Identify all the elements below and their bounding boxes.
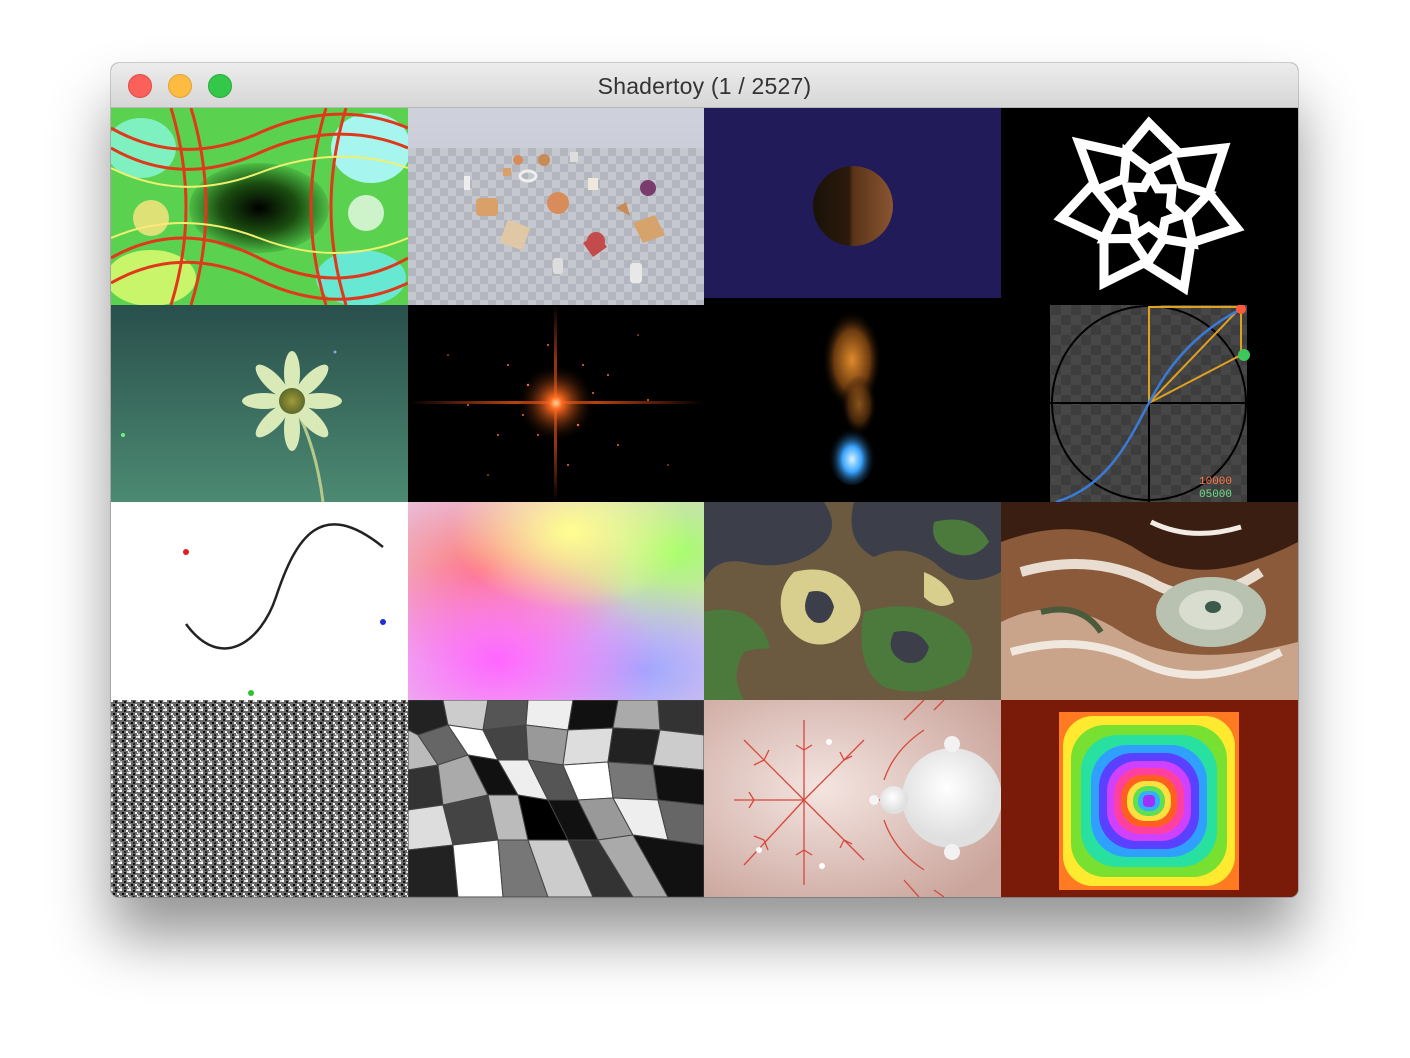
shader-grid: 10000 05000 — [111, 108, 1298, 897]
shader-tile-13[interactable] — [111, 700, 408, 897]
shader-tile-10[interactable] — [408, 502, 704, 700]
window-title: Shadertoy (1 / 2527) — [597, 73, 812, 99]
marble-swirl-icon — [1001, 502, 1298, 700]
shader-tile-6[interactable] — [408, 305, 704, 502]
shadertoy-window: Shadertoy (1 / 2527) — [111, 63, 1298, 897]
title-bar[interactable]: Shadertoy (1 / 2527) — [111, 63, 1298, 108]
readout-bottom: 05000 — [1199, 489, 1232, 501]
flower-icon — [111, 305, 408, 502]
shader-tile-14[interactable] — [408, 700, 704, 897]
camouflage-icon — [704, 502, 1001, 700]
shader-tile-4[interactable] — [1001, 108, 1298, 305]
psychedelic-plasma-icon — [111, 108, 408, 305]
shader-tile-5[interactable] — [111, 305, 408, 502]
rainbow-rings-icon — [1001, 700, 1298, 897]
readout-top: 10000 — [1199, 476, 1232, 488]
shader-tile-11[interactable] — [704, 502, 1001, 700]
white-noise-icon — [111, 700, 408, 897]
close-icon[interactable] — [128, 74, 152, 98]
shader-tile-1[interactable] — [111, 108, 408, 305]
shader-tile-16[interactable] — [1001, 700, 1298, 897]
unit-circle-plot-icon: 10000 05000 — [1001, 305, 1298, 502]
spiral-star-icon — [1001, 108, 1298, 305]
raymarched-primitives-icon — [408, 108, 704, 305]
shader-tile-8[interactable]: 10000 05000 — [1001, 305, 1298, 502]
minimize-icon[interactable] — [168, 74, 192, 98]
shader-tile-15[interactable] — [704, 700, 1001, 897]
maximize-icon[interactable] — [208, 74, 232, 98]
shader-tile-12[interactable] — [1001, 502, 1298, 700]
shader-tile-2[interactable] — [408, 108, 704, 305]
planet-sphere-icon — [704, 108, 1001, 305]
starfield-glow-icon — [408, 305, 704, 502]
mandelbrot-fractal-icon — [704, 700, 1001, 897]
bezier-curve-icon — [111, 502, 408, 700]
fire-smoke-icon — [704, 305, 1001, 502]
shader-tile-3[interactable] — [704, 108, 1001, 305]
shader-tile-7[interactable] — [704, 305, 1001, 502]
pastel-gradient-icon — [408, 502, 704, 700]
shader-tile-9[interactable] — [111, 502, 408, 700]
voronoi-cells-icon — [408, 700, 704, 897]
